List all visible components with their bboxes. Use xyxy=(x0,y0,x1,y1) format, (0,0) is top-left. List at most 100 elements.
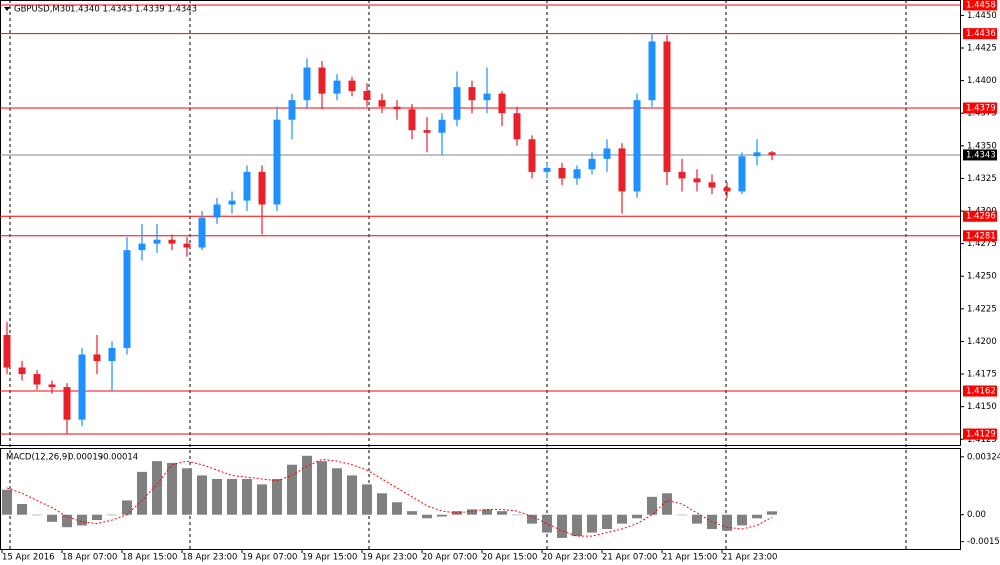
current-price-box xyxy=(963,149,997,161)
y-tick-label: 1.4200 xyxy=(967,337,997,347)
x-tick-label: 19 Apr 15:00 xyxy=(302,553,357,563)
macd-bar xyxy=(617,514,627,524)
y-tick-label: 1.4225 xyxy=(967,304,997,314)
macd-bar xyxy=(92,514,102,521)
macd-bar xyxy=(692,514,702,524)
candle-body xyxy=(558,167,566,179)
candle-body xyxy=(18,367,26,375)
macd-bar xyxy=(77,514,87,526)
x-tick-label: 20 Apr 07:00 xyxy=(422,553,477,563)
macd-bar xyxy=(677,514,687,516)
candle-body xyxy=(468,87,476,101)
macd-bar xyxy=(332,468,342,515)
macd-bar xyxy=(392,502,402,515)
level-label: 1.4296 xyxy=(966,212,996,222)
candle-body xyxy=(258,171,266,205)
macd-bar xyxy=(467,509,477,515)
macd-bar xyxy=(167,462,177,515)
level-label: 1.4129 xyxy=(966,430,996,440)
x-tick-label: 18 Apr 23:00 xyxy=(182,553,237,563)
level-label-box xyxy=(963,428,997,440)
candle-body xyxy=(198,217,206,248)
macd-bar xyxy=(722,514,732,531)
macd-label: MACD(12,26,9) xyxy=(6,453,71,463)
y-tick-label: 1.4375 xyxy=(967,109,997,119)
candle-body xyxy=(528,139,536,172)
x-tick-label: 20 Apr 23:00 xyxy=(542,553,597,563)
y-tick-label: 1.4425 xyxy=(967,43,997,53)
macd-bar xyxy=(242,479,252,515)
candle-body xyxy=(348,80,356,92)
candle-body xyxy=(33,374,41,385)
candle-body xyxy=(48,384,56,388)
y-tick-label: 1.4325 xyxy=(967,174,997,184)
candle-body xyxy=(318,67,326,94)
macd-bar xyxy=(422,514,432,519)
macd-bar xyxy=(572,514,582,537)
macd-bar xyxy=(362,484,372,515)
y-tick-label: 1.4150 xyxy=(967,402,997,412)
macd-bar xyxy=(737,514,747,526)
candle-body xyxy=(723,187,731,192)
y-tick-label: 0.00 xyxy=(967,510,986,520)
level-label: 1.4162 xyxy=(966,387,996,397)
macd-bar xyxy=(602,514,612,529)
candle-body xyxy=(543,167,551,172)
macd-bar xyxy=(482,509,492,515)
y-tick-label: 1.4400 xyxy=(967,76,997,86)
candle-body xyxy=(363,91,371,101)
candle-body xyxy=(333,80,341,94)
y-tick-label: 1.4275 xyxy=(967,239,997,249)
level-label: 1.4281 xyxy=(966,231,996,241)
level-label-box xyxy=(963,28,997,40)
candle-body xyxy=(648,41,656,101)
candle-body xyxy=(618,148,626,192)
candle-body xyxy=(633,100,641,192)
macd-bar xyxy=(542,514,552,533)
macd-value: 0.00019 xyxy=(68,453,103,463)
y-tick-label: 1.4350 xyxy=(967,141,997,151)
macd-bar xyxy=(287,464,297,515)
level-label: 1.4458 xyxy=(966,0,996,10)
macd-bar xyxy=(767,511,777,515)
candle-body xyxy=(768,152,776,155)
candle-body xyxy=(408,109,416,131)
macd-bar xyxy=(272,479,282,515)
macd-bar xyxy=(347,475,357,515)
level-label-box xyxy=(963,230,997,242)
x-tick-label: 20 Apr 15:00 xyxy=(482,553,537,563)
macd-bar xyxy=(437,514,447,517)
candle-body xyxy=(138,243,146,251)
candle-body xyxy=(663,41,671,172)
x-tick-label: 21 Apr 07:00 xyxy=(602,553,657,563)
candle-body xyxy=(393,106,401,110)
macd-bar xyxy=(407,511,417,515)
y-tick-label: 0.00324 xyxy=(967,452,1000,462)
macd-bar xyxy=(302,455,312,515)
candle-body xyxy=(63,387,71,420)
candle-body xyxy=(603,148,611,159)
symbol-label: GBPUSD,M30 xyxy=(14,5,71,15)
level-label: 1.4379 xyxy=(966,103,996,113)
level-label-box xyxy=(963,0,997,11)
main-frame xyxy=(0,0,961,446)
macd-bar xyxy=(197,475,207,515)
macd-bar xyxy=(107,514,117,516)
candle-body xyxy=(273,119,281,205)
macd-bar xyxy=(32,514,42,516)
macd-bar xyxy=(512,514,522,516)
x-tick-label: 21 Apr 23:00 xyxy=(722,553,777,563)
candle-body xyxy=(678,171,686,179)
candle-body xyxy=(123,250,131,348)
macd-bar xyxy=(527,514,537,524)
macd-bar xyxy=(227,479,237,515)
x-tick-label: 19 Apr 23:00 xyxy=(362,553,417,563)
macd-frame xyxy=(0,448,961,550)
x-tick-label: 19 Apr 07:00 xyxy=(242,553,297,563)
candle-body xyxy=(93,354,101,362)
candle-body xyxy=(168,239,176,244)
macd-bar xyxy=(122,500,132,515)
signal-line xyxy=(6,458,773,537)
macd-bar xyxy=(17,504,27,515)
